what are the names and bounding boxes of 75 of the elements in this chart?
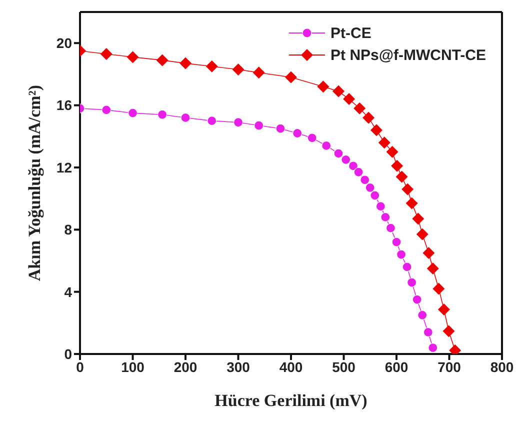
point (360, 175, 370, 185)
point (418, 310, 428, 320)
point (156, 54, 168, 66)
point (276, 124, 286, 134)
point (428, 342, 438, 353)
point (341, 154, 351, 164)
point (354, 167, 364, 177)
point (180, 112, 190, 123)
x-tick-label: 200 (174, 358, 198, 375)
point (354, 102, 366, 114)
point (206, 60, 218, 72)
point (386, 146, 398, 158)
point (362, 112, 375, 124)
point (292, 128, 302, 138)
point (334, 148, 344, 158)
point (252, 66, 265, 79)
point (442, 325, 455, 338)
point (307, 133, 317, 143)
point (254, 120, 264, 130)
point (157, 110, 168, 120)
point (396, 170, 408, 183)
point (332, 85, 344, 98)
point (396, 250, 406, 260)
point (406, 278, 417, 288)
point (370, 124, 382, 136)
x-tick-label: 100 (121, 358, 145, 375)
x-tick-label: 700 (438, 358, 462, 375)
point (343, 93, 356, 106)
x-tick-label: 0 (76, 358, 84, 375)
legend-label: Pt NPs@f-MWCNT-CE (330, 46, 486, 64)
legend-label: Pt-CE (330, 24, 372, 42)
x-tick-label: 300 (226, 358, 250, 375)
point (128, 108, 138, 118)
y-tick-label: 8 (64, 222, 72, 238)
x-tick-label: 800 (490, 358, 514, 375)
point (392, 237, 402, 247)
x-tick-label: 600 (384, 358, 408, 375)
y-tick-label: 12 (56, 159, 72, 176)
point (412, 212, 424, 225)
y-tick-label: 16 (56, 97, 72, 114)
point (317, 80, 330, 93)
y-axis-title: Akım Yoğunluğu (mA/cm²) (24, 84, 44, 282)
y-tick-label: 0 (64, 346, 72, 362)
point (391, 160, 404, 172)
point (102, 105, 112, 115)
y-tick-label: 4 (64, 284, 72, 300)
point (285, 71, 297, 84)
point (232, 64, 244, 76)
point (207, 116, 217, 126)
point (438, 304, 450, 316)
point (423, 327, 433, 338)
point (402, 183, 414, 196)
point (322, 140, 332, 150)
x-tick-label: 400 (279, 358, 303, 375)
point (386, 223, 396, 233)
point (100, 48, 112, 60)
y-tick-label: 20 (56, 35, 72, 52)
point (426, 262, 439, 274)
point (126, 51, 139, 64)
x-tick-label: 500 (332, 358, 356, 375)
point (432, 282, 445, 295)
point (422, 246, 435, 259)
point (380, 212, 390, 222)
point (233, 118, 244, 128)
point (365, 182, 375, 192)
x-axis-title: Hücre Gerilimi (mV) (214, 391, 368, 410)
point (370, 190, 380, 200)
point (406, 197, 418, 210)
point (180, 57, 192, 70)
point (378, 136, 390, 149)
point (402, 262, 412, 272)
point (416, 228, 428, 240)
point (348, 161, 358, 171)
point (412, 294, 422, 304)
point (376, 202, 386, 212)
